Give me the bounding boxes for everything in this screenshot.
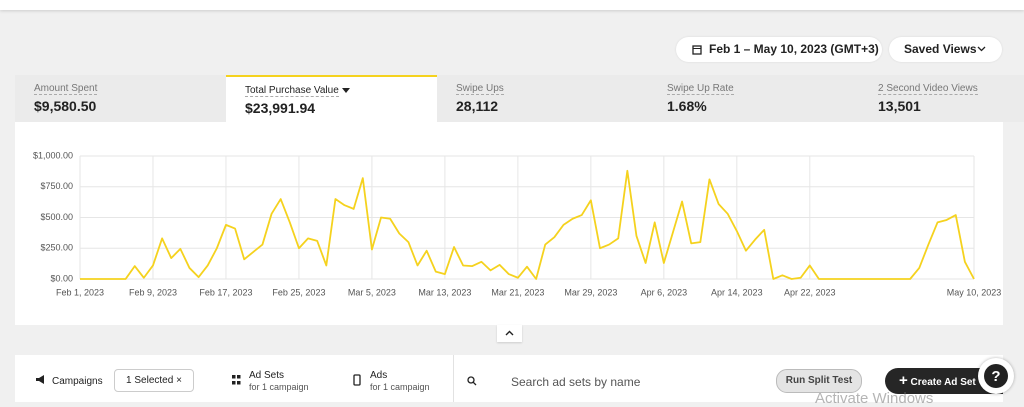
x-tick-label: Feb 1, 2023 bbox=[56, 287, 104, 297]
x-tick-label: Feb 25, 2023 bbox=[272, 287, 325, 297]
metric-value: $23,991.94 bbox=[245, 100, 316, 116]
chevron-up bbox=[505, 330, 514, 336]
collapse-button[interactable] bbox=[497, 325, 522, 342]
y-tick-label: $750.00 bbox=[40, 181, 73, 191]
saved-views: Saved Views bbox=[904, 42, 977, 56]
chart: $0.00 $250.00 $500.00 $750.00 $1,000.00 Feb 1… bbox=[33, 150, 1002, 297]
svg-text:?: ? bbox=[991, 368, 1000, 385]
x-tick-label: Feb 9, 2023 bbox=[129, 287, 177, 297]
chevron bbox=[977, 46, 986, 52]
search-icon bbox=[467, 376, 477, 386]
x-tick-label: Apr 22, 2023 bbox=[784, 287, 836, 297]
date-range: Feb 1 – May 10, 2023 (GMT+3) bbox=[709, 42, 879, 56]
x-tick-label: Mar 5, 2023 bbox=[348, 287, 396, 297]
chart-card: $0.00 $250.00 $500.00 $750.00 $1,000.00 Feb 1… bbox=[15, 122, 1003, 325]
calendar-icon bbox=[692, 45, 702, 55]
create-text: Create Ad Set bbox=[910, 377, 976, 388]
help-button[interactable]: ? bbox=[978, 358, 1014, 394]
metric-tab[interactable]: Swipe Ups 28,112 bbox=[437, 75, 648, 122]
selected-chip[interactable]: 1 Selected × bbox=[114, 369, 194, 392]
metric-label: Amount Spent bbox=[34, 83, 98, 95]
search-input[interactable]: Search ad sets by name bbox=[511, 375, 641, 389]
date-range-button[interactable]: Feb 1 – May 10, 2023 (GMT+3) bbox=[676, 37, 882, 62]
ad-sets-label[interactable]: Ad Sets bbox=[249, 370, 285, 381]
x-tick-label: Mar 29, 2023 bbox=[564, 287, 617, 297]
megaphone-icon bbox=[36, 375, 44, 384]
x-tick-label: Apr 14, 2023 bbox=[711, 287, 763, 297]
split-test-button[interactable]: Run Split Test bbox=[776, 369, 862, 393]
metric-label: Swipe Ups bbox=[456, 83, 504, 95]
x-tick-label: Apr 6, 2023 bbox=[641, 287, 688, 297]
watermark: Activate Windows bbox=[815, 390, 934, 407]
campaigns-label[interactable]: Campaigns bbox=[52, 376, 103, 387]
x-tick-label: Feb 17, 2023 bbox=[199, 287, 252, 297]
metric-value: 1.68% bbox=[667, 98, 707, 114]
x-tick-label: May 10, 2023 bbox=[947, 287, 1002, 297]
caret bbox=[342, 88, 350, 93]
metric-value: $9,580.50 bbox=[34, 98, 97, 114]
dropdown-icon bbox=[342, 88, 350, 93]
metric-tab[interactable]: Amount Spent $9,580.50 bbox=[15, 75, 226, 122]
ads-icon bbox=[353, 374, 361, 386]
top-bar bbox=[0, 0, 1024, 10]
divider bbox=[453, 355, 454, 402]
metric-value: 13,501 bbox=[878, 98, 921, 114]
y-tick-label: $500.00 bbox=[40, 212, 73, 222]
y-tick-label: $0.00 bbox=[50, 273, 73, 283]
metric-tab[interactable]: Total Purchase Value $23,991.94 bbox=[226, 75, 437, 122]
metric-label: Total Purchase Value bbox=[245, 85, 339, 97]
x-tick-label: Mar 21, 2023 bbox=[491, 287, 544, 297]
ads-label[interactable]: Ads bbox=[370, 370, 388, 381]
metric-tab[interactable]: 2 Second Video Views 13,501 bbox=[859, 75, 1024, 122]
saved-views-button[interactable]: Saved Views bbox=[889, 37, 1002, 62]
selected-text: 1 Selected bbox=[126, 375, 174, 386]
data-line bbox=[80, 169, 975, 280]
y-tick-label: $250.00 bbox=[40, 243, 73, 253]
metric-label: Swipe Up Rate bbox=[667, 83, 734, 95]
metric-label: 2 Second Video Views bbox=[878, 83, 978, 95]
ad-sets-icon bbox=[232, 375, 241, 385]
x-tick-label: Mar 13, 2023 bbox=[418, 287, 471, 297]
toolbar: Campaigns 1 Selected × Ad Sets for 1 cam… bbox=[15, 355, 1003, 402]
metric-value: 28,112 bbox=[456, 98, 499, 114]
ad-sets-sub: for 1 campaign bbox=[249, 382, 309, 392]
split-test-text: Run Split Test bbox=[785, 375, 853, 386]
ads-sub: for 1 campaign bbox=[370, 382, 430, 392]
y-tick-label: $1,000.00 bbox=[33, 150, 73, 160]
help-icon: ? bbox=[984, 364, 1008, 388]
metric-tab[interactable]: Swipe Up Rate 1.68% bbox=[648, 75, 859, 122]
